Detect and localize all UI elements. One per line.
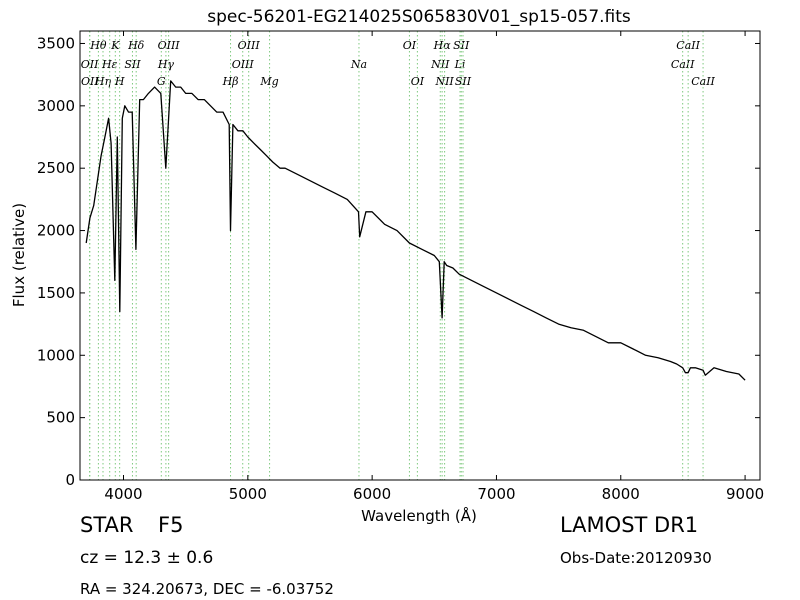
survey-name: LAMOST DR1 [560, 513, 699, 537]
spectral-line-label: Hθ [89, 39, 107, 52]
spectral-line-label: Hβ [222, 75, 239, 88]
x-tick-label: 9000 [726, 485, 764, 503]
y-tick-label: 0 [65, 471, 75, 489]
spectral-line-label: Hε [101, 58, 118, 71]
y-tick-label: 3500 [37, 34, 75, 52]
chart-title: spec-56201-EG214025S065830V01_sp15-057.f… [207, 7, 631, 27]
spectral-line-label: NII [434, 75, 454, 88]
spectral-line-label: OIII [158, 39, 181, 52]
spectral-line-label: Mg [259, 75, 278, 88]
series-layer [85, 80, 746, 381]
spectral-line-label: Hγ [157, 58, 175, 71]
object-subclass: F5 [158, 513, 184, 537]
y-axis-label: Flux (relative) [10, 203, 28, 307]
spectral-line-label: CaII [676, 39, 700, 52]
sky-coordinates: RA = 324.20673, DEC = -6.03752 [80, 580, 334, 598]
spectral-line-label: OII [81, 75, 99, 88]
spectral-line-label: SII [453, 39, 470, 52]
observation-date: Obs-Date:20120930 [560, 549, 712, 567]
spectral-line-label: CaII [671, 58, 695, 71]
y-tick-label: 1500 [37, 284, 75, 302]
spectral-line-label: SII [124, 58, 141, 71]
spectral-line-label: H [114, 75, 125, 88]
x-axis-label: Wavelength (Å) [361, 506, 477, 525]
spectral-line-label: CaII [691, 75, 715, 88]
x-tick-label: 5000 [229, 485, 267, 503]
spectral-line-label: OI [403, 39, 417, 52]
y-tick-label: 2000 [37, 222, 75, 240]
spectral-line-label: Na [350, 58, 367, 71]
axes: 4000 5000 6000 7000 8000 9000 0 500 1000 1500 2000… [37, 30, 764, 503]
spectral-line-label: OIII [238, 39, 261, 52]
spectral-line-label: G [157, 75, 166, 88]
x-tick-label: 4000 [104, 485, 142, 503]
spectrum-line [85, 80, 746, 381]
spectral-line-label: Hα [433, 39, 452, 52]
spectral-line-label: OIII [232, 58, 255, 71]
spectral-line-label: SII [455, 75, 472, 88]
spectral-line-label: Li [454, 58, 466, 71]
x-tick-label: 6000 [353, 485, 391, 503]
y-tick-label: 3000 [37, 97, 75, 115]
plot-frame [79, 30, 761, 481]
x-tick-label: 7000 [477, 485, 515, 503]
object-class: STAR [80, 513, 134, 537]
spectral-lines: OIIOIIHθHηHεKHSIIHδGHγOIIIHβOIIIOIIIMgNa… [81, 31, 716, 480]
spectral-line-label: OI [411, 75, 425, 88]
y-tick-label: 500 [46, 409, 75, 427]
y-tick-label: 1000 [37, 346, 75, 364]
spectral-line-label: NII [430, 58, 450, 71]
x-tick-label: 8000 [602, 485, 640, 503]
spectral-line-label: K [110, 39, 120, 52]
y-tick-label: 2500 [37, 159, 75, 177]
spectral-line-label: Hη [94, 75, 112, 88]
redshift-value: cz = 12.3 ± 0.6 [80, 548, 214, 568]
spectral-line-label: Hδ [127, 39, 145, 52]
